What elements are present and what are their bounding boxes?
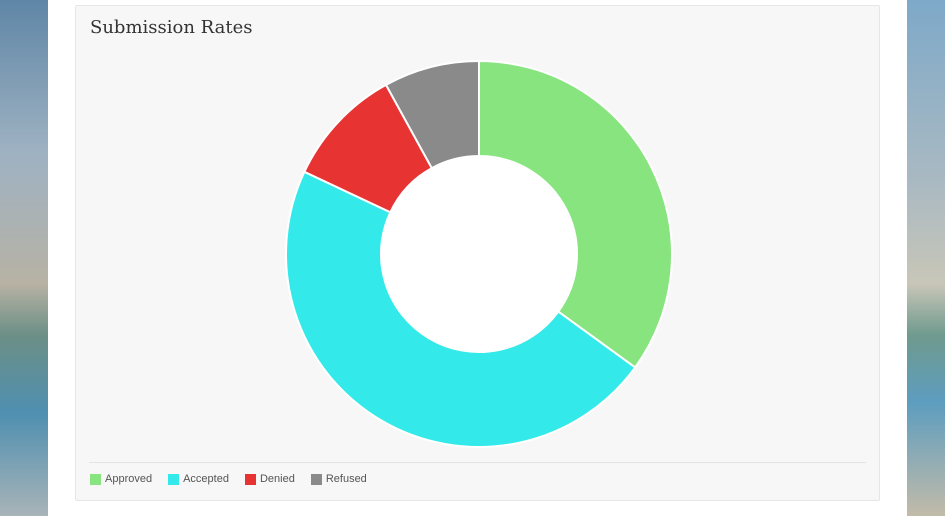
- chart-legend: Approved Accepted Denied Refused: [90, 473, 367, 485]
- legend-swatch: [244, 473, 256, 485]
- legend-label: Denied: [259, 473, 295, 485]
- background-photo-left: [0, 0, 48, 516]
- donut-hole: [382, 157, 576, 351]
- legend-item-refused[interactable]: Refused: [310, 473, 367, 485]
- slice-refused[interactable]: [384, 59, 480, 170]
- slice-approved[interactable]: [478, 59, 673, 369]
- legend-item-approved[interactable]: Approved: [90, 473, 152, 485]
- legend-label: Accepted: [183, 473, 229, 485]
- legend-swatch: [310, 473, 322, 485]
- legend-label: Refused: [325, 473, 367, 485]
- background-photo-right: [907, 0, 945, 516]
- chart-card: Submission Rates Approved Accepted Denied R…: [75, 5, 880, 501]
- legend-item-denied[interactable]: Denied: [244, 473, 295, 485]
- legend-item-accepted[interactable]: Accepted: [168, 473, 229, 485]
- legend-swatch: [168, 473, 180, 485]
- legend-swatch: [90, 473, 101, 485]
- donut-chart: [285, 59, 673, 448]
- chart-title: Submission Rates: [90, 17, 253, 38]
- legend-label: Approved: [105, 473, 153, 485]
- slice-accepted[interactable]: [285, 170, 637, 448]
- legend-divider: [89, 462, 866, 463]
